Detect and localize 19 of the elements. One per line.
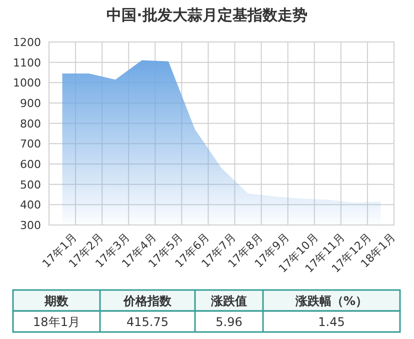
y-tick-label: 700	[20, 138, 41, 151]
text: 涨跌幅（%）	[294, 294, 368, 308]
y-tick-label: 400	[20, 198, 41, 212]
y-tick-label: 500	[20, 178, 41, 192]
y-tick-label: 900	[20, 97, 41, 110]
text: 5.96	[216, 315, 242, 329]
text: 1.45	[318, 315, 345, 329]
text: 期数	[44, 294, 70, 308]
y-tick-label: 800	[20, 117, 41, 130]
text: 18年1月	[33, 315, 80, 329]
y-tick-label: 1100	[13, 56, 41, 70]
text: 涨跌值	[210, 294, 247, 308]
y-tick-label: 1200	[13, 36, 41, 49]
chart-title: 中国·批发大蒜月定基指数走势	[106, 6, 308, 24]
y-tick-label: 1000	[13, 76, 41, 90]
text: 415.75	[126, 315, 168, 329]
y-tick-label: 300	[20, 219, 41, 232]
text: 价格指数	[122, 294, 172, 308]
y-tick-label: 600	[20, 158, 41, 171]
